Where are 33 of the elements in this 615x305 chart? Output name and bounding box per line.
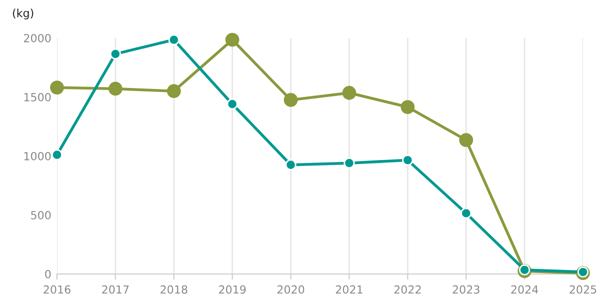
x-tick-label: 2020 xyxy=(277,285,304,294)
y-tick-label: 0 xyxy=(45,270,51,278)
point xyxy=(400,100,415,114)
point xyxy=(519,264,530,276)
point xyxy=(285,159,296,170)
point xyxy=(110,48,121,60)
x-tick-label: 2022 xyxy=(394,285,421,294)
y-axis-title: (kg) xyxy=(12,8,34,20)
point xyxy=(50,80,64,95)
point xyxy=(402,154,414,166)
x-tick-label: 2023 xyxy=(452,285,480,294)
x-tick-label: 2021 xyxy=(336,285,362,294)
point xyxy=(225,32,240,47)
x-tick-label: 2017 xyxy=(102,285,129,294)
y-tick-label: 2000 xyxy=(24,34,51,42)
y-tick-label: 500 xyxy=(31,210,51,220)
x-tick-label: 2024 xyxy=(511,285,538,294)
x-tick-label: 2025 xyxy=(570,285,596,294)
y-tick-label: 1500 xyxy=(24,92,51,102)
point xyxy=(284,93,298,107)
point xyxy=(344,158,355,169)
point xyxy=(108,82,122,96)
point xyxy=(168,34,180,46)
point xyxy=(342,86,356,100)
point xyxy=(226,98,238,110)
point xyxy=(460,208,472,219)
x-tick-label: 2019 xyxy=(219,285,246,294)
y-tick-label: 1000 xyxy=(24,152,51,160)
x-tick-label: 2016 xyxy=(44,285,70,294)
x-tick-label: 2018 xyxy=(160,285,188,294)
point xyxy=(166,84,181,98)
point xyxy=(51,149,63,160)
point xyxy=(459,133,474,148)
